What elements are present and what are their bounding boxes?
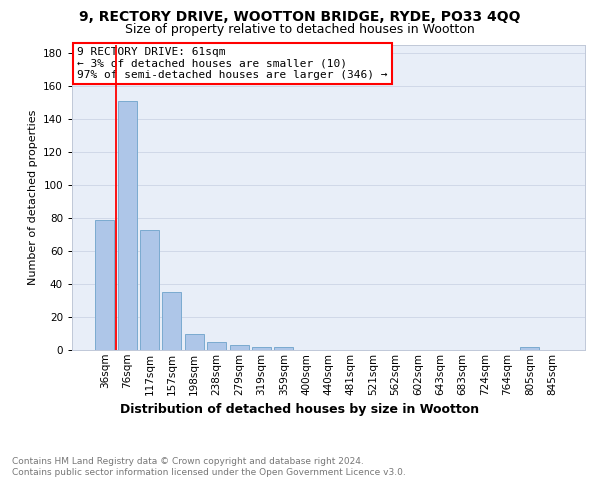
Bar [140,230,159,350]
Bar [118,101,137,350]
Bar [207,342,226,350]
Text: 9, RECTORY DRIVE, WOOTTON BRIDGE, RYDE, PO33 4QQ: 9, RECTORY DRIVE, WOOTTON BRIDGE, RYDE, … [79,10,521,24]
Text: Size of property relative to detached houses in Wootton: Size of property relative to detached ho… [125,22,475,36]
Bar [230,345,248,350]
Y-axis label: Number of detached properties: Number of detached properties [28,110,38,285]
Text: 9 RECTORY DRIVE: 61sqm
← 3% of detached houses are smaller (10)
97% of semi-deta: 9 RECTORY DRIVE: 61sqm ← 3% of detached … [77,46,388,80]
Text: Contains HM Land Registry data © Crown copyright and database right 2024.
Contai: Contains HM Land Registry data © Crown c… [12,458,406,477]
Bar [185,334,204,350]
Bar [252,346,271,350]
Bar [163,292,181,350]
Bar [520,346,539,350]
Text: Distribution of detached houses by size in Wootton: Distribution of detached houses by size … [121,402,479,415]
Bar [95,220,115,350]
Bar [274,346,293,350]
